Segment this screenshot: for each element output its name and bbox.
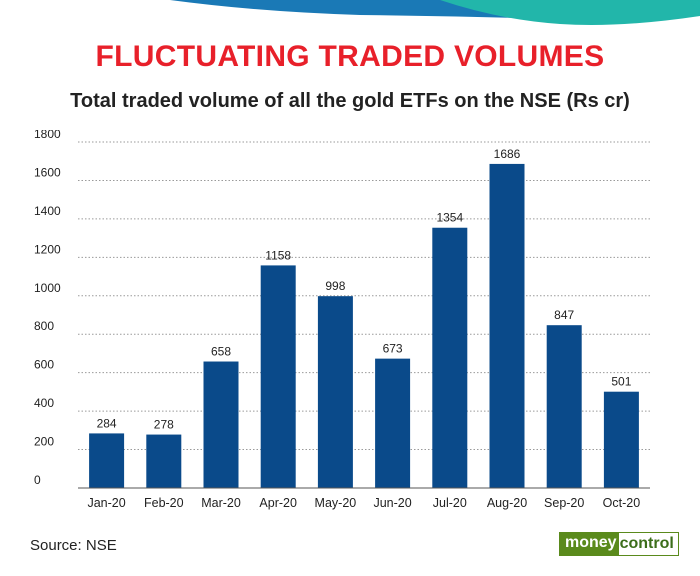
- y-tick-label: 600: [34, 358, 54, 372]
- data-label: 847: [554, 308, 574, 322]
- x-tick-label: Oct-20: [603, 496, 641, 510]
- bar: [546, 325, 582, 488]
- bar: [317, 296, 353, 488]
- y-axis-ticks: 0 200 400 600 800 1000 1200 1400 1600 1800: [34, 130, 61, 487]
- y-tick-label: 200: [34, 435, 54, 449]
- data-label: 501: [611, 375, 631, 389]
- y-tick-label: 1600: [34, 165, 61, 179]
- x-axis-ticks: Jan-20 Feb-20 Mar-20 Apr-20 May-20 Jun-20 Jul-…: [87, 496, 640, 510]
- bar: [146, 434, 182, 488]
- y-tick-label: 1800: [34, 130, 61, 141]
- chart-title: FLUCTUATING TRADED VOLUMES: [95, 40, 605, 73]
- source-note: Source: NSE: [30, 537, 117, 554]
- data-labels: 284 278 658 1158 998 673 1354 1686 847 501: [97, 147, 632, 432]
- y-tick-label: 1000: [34, 281, 61, 295]
- data-label: 278: [154, 418, 174, 432]
- bar-chart: 0 200 400 600 800 1000 1200 1400 1600 1800 284 278…: [34, 130, 650, 510]
- y-tick-label: 0: [34, 473, 41, 487]
- data-label: 998: [325, 279, 345, 293]
- header-wave-decoration: [170, 0, 700, 25]
- bar: [489, 163, 525, 488]
- y-tick-label: 400: [34, 396, 54, 410]
- data-label: 1686: [494, 147, 521, 161]
- bar: [432, 227, 468, 488]
- chart-subtitle: Total traded volume of all the gold ETFs…: [70, 90, 630, 112]
- bar: [260, 265, 296, 488]
- x-tick-label: Mar-20: [201, 496, 241, 510]
- x-tick-label: Aug-20: [487, 496, 527, 510]
- bar: [375, 358, 411, 488]
- bar: [603, 391, 639, 488]
- wave-blue: [170, 0, 520, 18]
- x-tick-label: Jun-20: [373, 496, 411, 510]
- data-label: 658: [211, 345, 231, 359]
- x-tick-label: Jul-20: [433, 496, 467, 510]
- data-label: 284: [97, 416, 117, 430]
- x-tick-label: Sep-20: [544, 496, 584, 510]
- bars: [89, 163, 639, 488]
- logo-part-money: money: [559, 532, 619, 556]
- bar: [89, 433, 125, 488]
- moneycontrol-logo: money control: [559, 532, 691, 556]
- x-tick-label: Jan-20: [87, 496, 125, 510]
- logo-part-control: control: [618, 532, 679, 556]
- data-label: 1158: [265, 248, 291, 262]
- y-tick-label: 800: [34, 319, 54, 333]
- y-tick-label: 1400: [34, 204, 61, 218]
- data-label: 1354: [436, 211, 463, 225]
- x-tick-label: May-20: [315, 496, 357, 510]
- y-tick-label: 1200: [34, 242, 61, 256]
- x-tick-label: Feb-20: [144, 496, 184, 510]
- wave-teal: [440, 0, 700, 25]
- bar: [203, 361, 239, 488]
- data-label: 673: [383, 342, 403, 356]
- x-tick-label: Apr-20: [259, 496, 297, 510]
